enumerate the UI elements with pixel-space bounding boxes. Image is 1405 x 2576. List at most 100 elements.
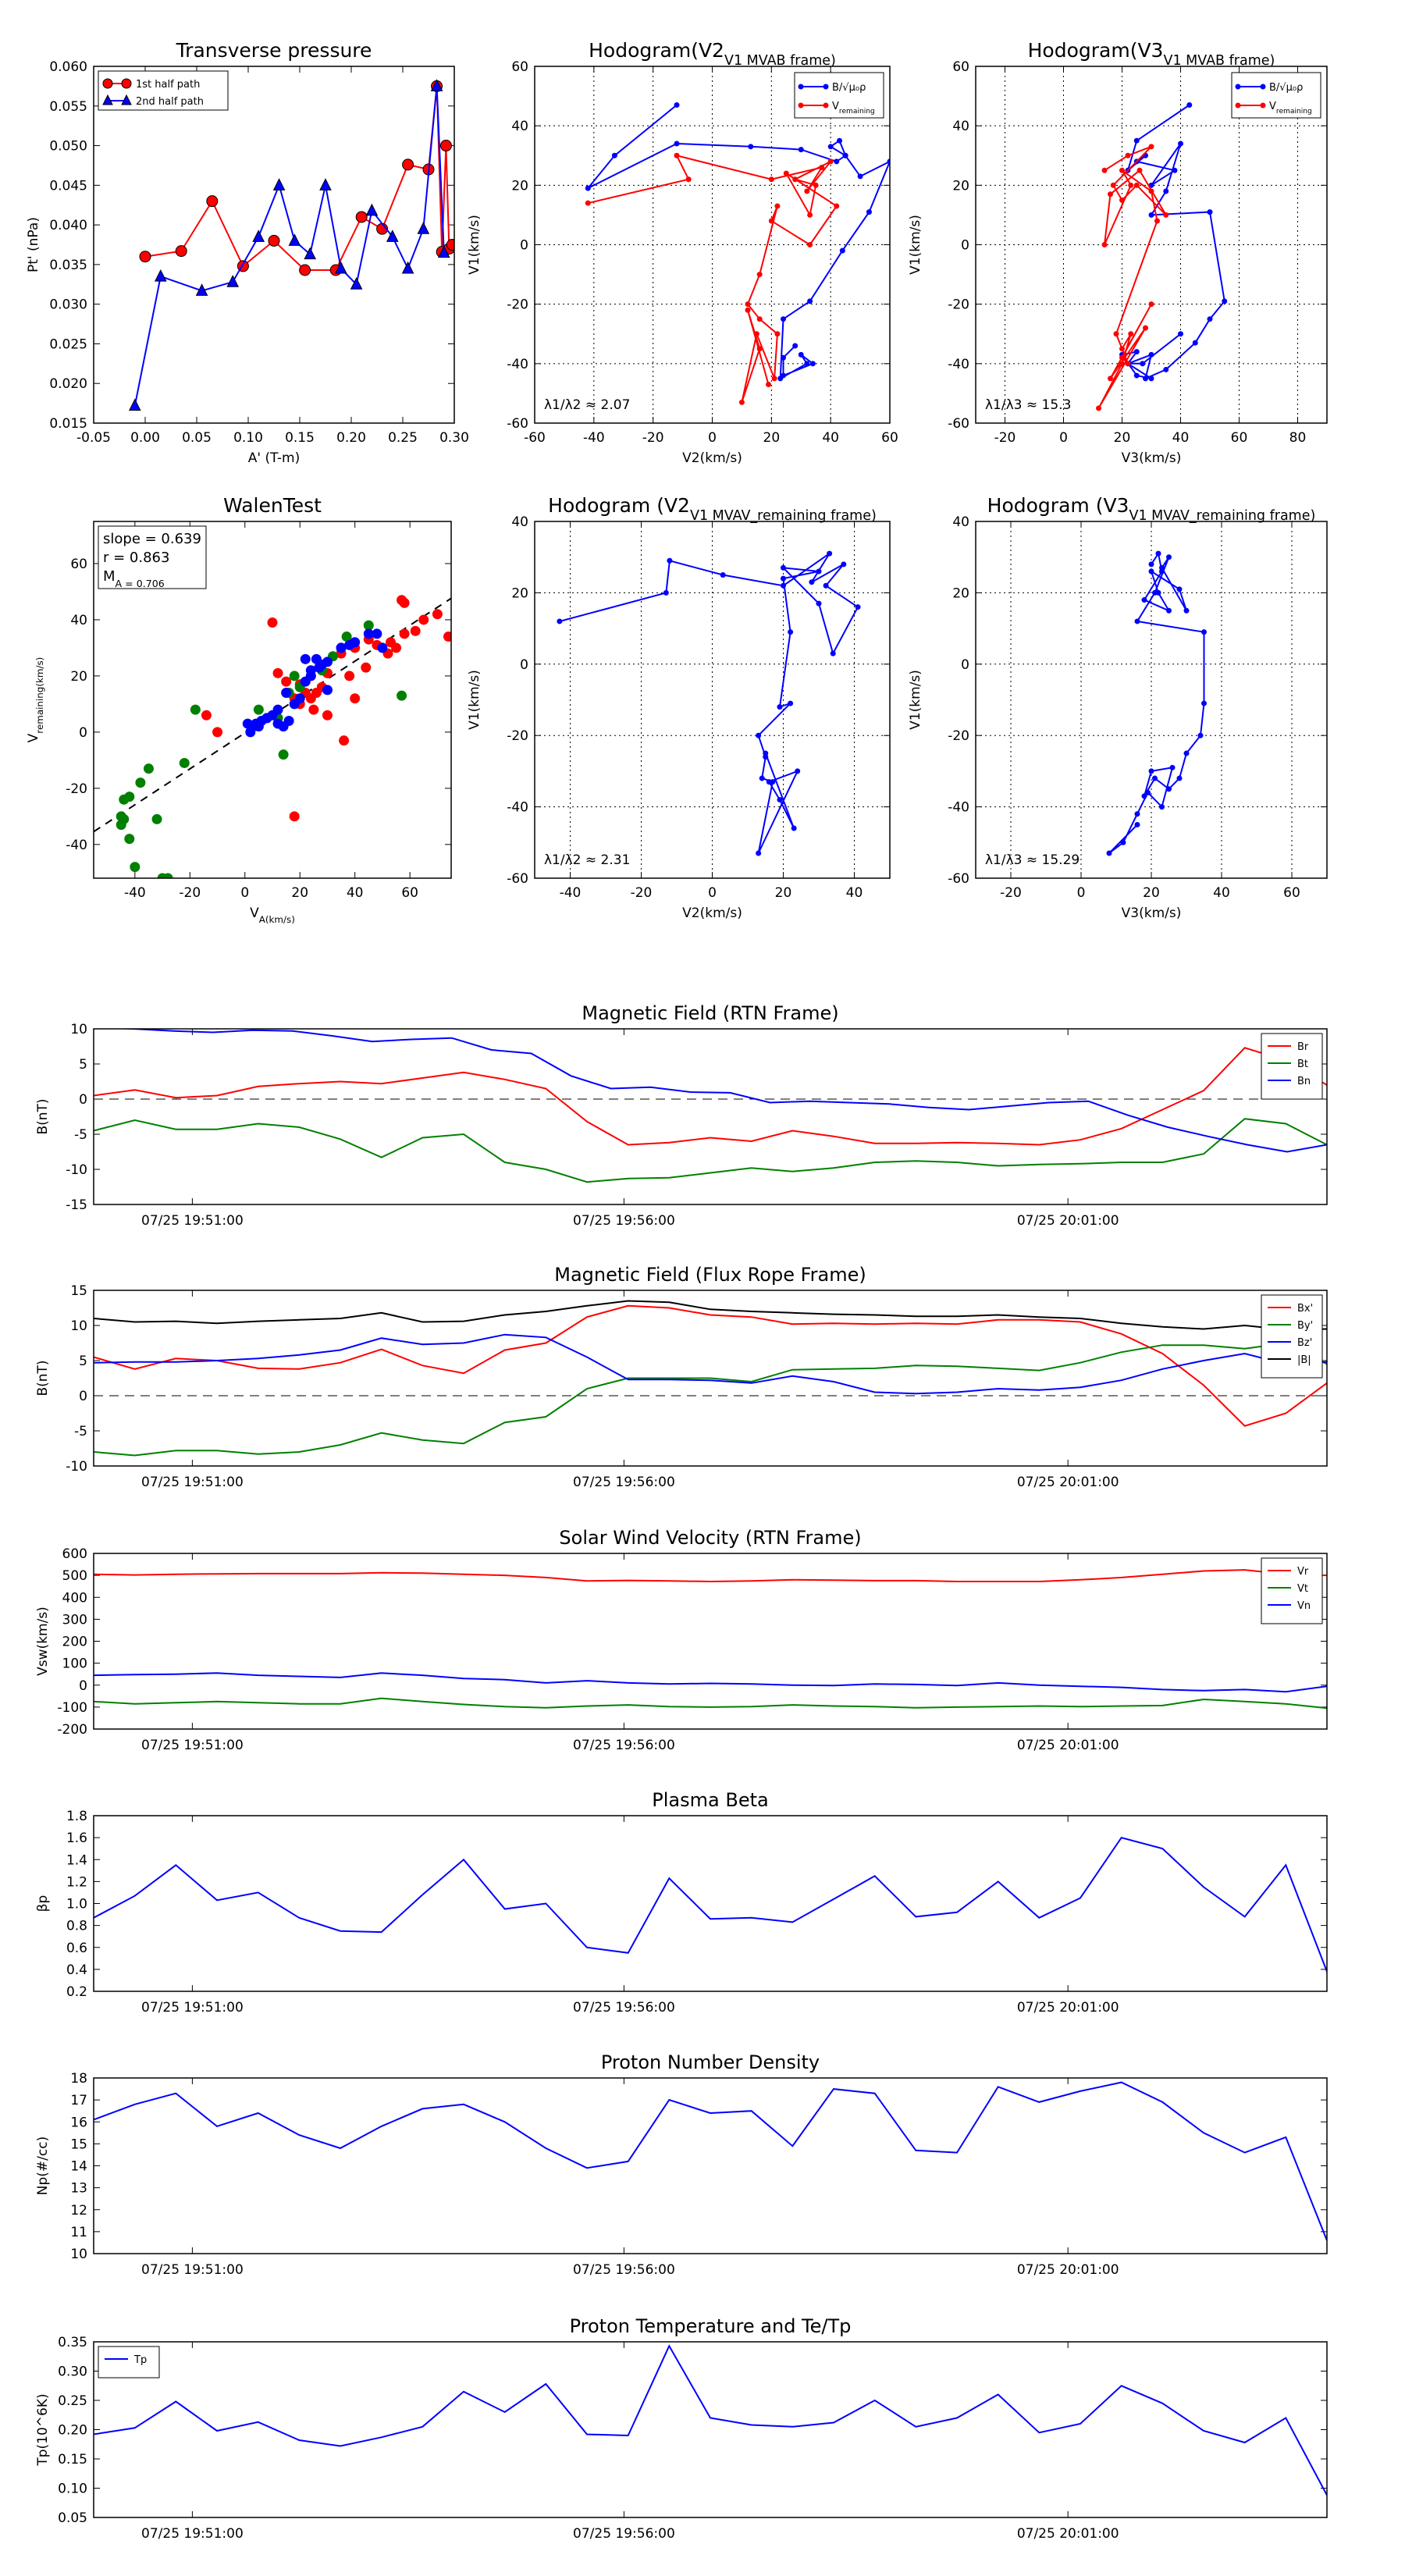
y-tick-label: 0.025 [49,336,87,352]
plot-area [585,102,890,405]
scatter-point [151,813,162,824]
data-marker [268,234,280,247]
data-marker [1178,141,1183,147]
scatter-point [261,713,272,724]
axes-frame [93,1290,1328,1467]
data-marker [1134,821,1140,827]
y-tick-label: 0.35 [58,2335,87,2350]
chart-title: Solar Wind Velocity (RTN Frame) [559,1527,861,1549]
y-axis-label: Tp(10^6K) [35,2393,51,2466]
series-v [1096,144,1169,411]
data-marker [792,176,799,183]
y-tick-label: 0.30 [58,2364,87,2380]
series-line [94,1300,1327,1331]
data-marker [1113,331,1119,337]
x-tick-label: 07/25 19:51:00 [141,2000,244,2016]
scatter-point [267,617,278,628]
chart-h2: Hodogram(V3V1 MVAB frame) -60 -40 -20 0 20 40 6… [908,39,1328,466]
legend: B/√μ₀ρ Vremaining [794,72,884,119]
data-marker [819,164,825,170]
data-marker [809,361,816,367]
series-vn [94,1672,1327,1693]
scatter-point [399,597,410,608]
data-marker [766,779,772,785]
data-marker [842,152,848,158]
scatter-point [350,693,361,704]
data-marker [1125,361,1131,367]
data-marker [834,158,840,165]
scatter-point [201,710,212,720]
data-marker [766,381,772,387]
data-marker [768,176,774,183]
series-line [94,1569,1327,1583]
scatter-point [294,693,305,704]
x-tick-label: -20 [1000,885,1022,901]
x-tick-label: 07/25 19:56:00 [573,2000,675,2016]
y-axis-label: βp [35,1895,51,1912]
chart-title: Proton Temperature and Te/Tp [570,2315,852,2337]
y-tick-label: 5 [79,1057,87,1073]
y-tick-label: 1.4 [66,1852,87,1868]
plot-area [1096,102,1228,411]
x-tick-label: 07/25 19:56:00 [573,2262,675,2278]
data-marker [813,182,819,188]
y-tick-label: -5 [74,1424,87,1439]
series-bt [94,1118,1327,1183]
data-marker [745,307,751,313]
y-tick-label: 0.045 [49,178,87,194]
data-marker [834,203,840,209]
data-marker [1148,375,1154,382]
chart-h4: Hodogram (V3V1 MVAV_remaining frame) -60 -… [908,494,1328,921]
y-tick-label: 0.2 [66,1984,87,2000]
data-marker [1134,618,1140,624]
data-marker [1133,349,1140,355]
chart-np: Proton Number Density 10 11 12 13 14 15 16 17 18 0… [35,2051,1328,2278]
y-tick-label: 600 [62,1546,87,1562]
axes-frame [93,2341,1328,2518]
data-marker [756,316,763,322]
data-marker [756,732,762,738]
data-marker [1222,298,1228,304]
plot-area [94,1300,1327,1457]
legend-label: 1st half path [136,79,200,91]
y-tick-label: -60 [948,871,969,887]
legend-label: Vremaining [832,101,875,116]
y-tick-label: 12 [70,2203,87,2218]
data-marker [798,147,804,153]
x-axis-label: VA(km/s) [250,906,295,925]
data-marker [1186,102,1193,109]
data-marker [1163,366,1169,372]
data-marker [1136,167,1143,173]
data-marker [1159,804,1165,810]
x-tick-label: 07/25 19:51:00 [141,1213,244,1229]
scatter-point [377,642,388,653]
y-axis-label: Vsw(km/s) [35,1606,51,1676]
chart-title: Hodogram(V3V1 MVAB frame) [1028,39,1275,69]
data-marker [788,629,794,635]
y-tick-label: -100 [57,1700,87,1716]
x-tick-label: 40 [846,885,863,901]
data-marker [1152,775,1158,781]
x-tick-label: 40 [1213,885,1230,901]
data-marker [1134,811,1140,817]
y-tick-label: 0.10 [58,2482,87,2497]
scatter-point [278,749,289,760]
data-marker [774,203,781,209]
scatter-point [116,820,126,831]
series-line [94,1697,1327,1710]
x-tick-label: 80 [1289,430,1307,446]
y-tick-label: 5 [79,1354,87,1369]
plot-area [94,1836,1327,1973]
data-marker [417,222,430,234]
series-line [94,1836,1327,1973]
series-vt [94,1697,1327,1710]
y-tick-label: 13 [70,2181,87,2197]
data-marker [1176,775,1183,781]
series-line [588,154,838,403]
y-tick-label: 0.8 [66,1919,87,1934]
x-tick-label: 0 [1059,430,1068,446]
scatter-point [179,757,190,768]
data-marker [386,229,399,242]
data-marker [1119,346,1125,352]
plot-area [557,550,861,856]
